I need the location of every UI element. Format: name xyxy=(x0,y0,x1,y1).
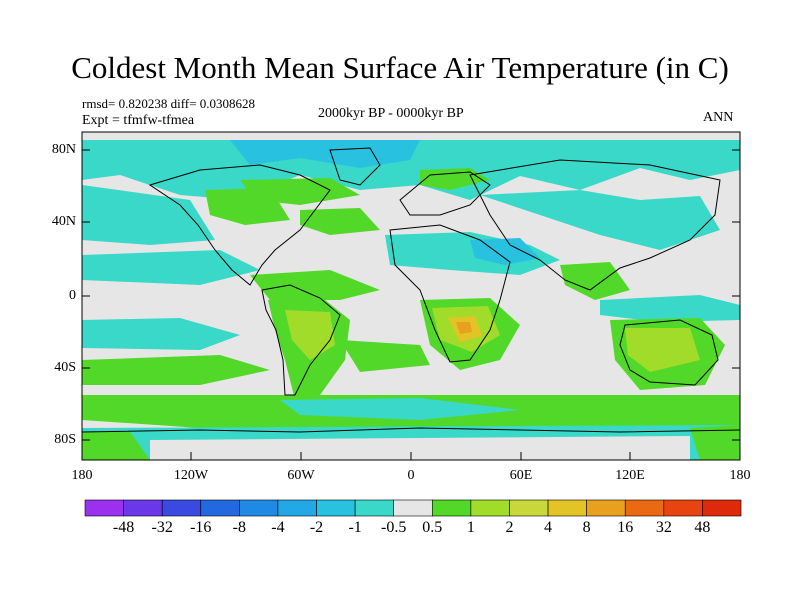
colorbar-swatch xyxy=(393,499,433,517)
colorbar-swatch xyxy=(586,499,626,517)
anomaly-region-australia-warm xyxy=(625,328,700,372)
lon-label-120e: 120E xyxy=(615,468,645,483)
anomaly-region-india-warm xyxy=(560,262,630,300)
lon-label-60e: 60E xyxy=(509,468,533,483)
colorbar-label: -0.5 xyxy=(381,519,407,536)
chart-title: Coldest Month Mean Surface Air Temperatu… xyxy=(71,50,729,85)
anomaly-region-south-atlantic-warm xyxy=(340,340,430,372)
anomaly-region-antarctic-neutral xyxy=(150,436,690,460)
colorbar-swatch xyxy=(702,499,742,517)
anomaly-region-asia-cool xyxy=(480,190,720,250)
colorbar-swatch xyxy=(509,499,549,517)
lon-label-120w: 120W xyxy=(173,468,209,483)
colorbar-label: 16 xyxy=(617,519,634,536)
season-text: ANN xyxy=(703,110,734,125)
coastline-greenland xyxy=(329,147,381,186)
colorbar-swatch xyxy=(624,499,665,517)
colorbar-label: -32 xyxy=(151,519,173,536)
lon-label-60w: 60W xyxy=(287,468,315,483)
anomaly-region-arabia xyxy=(470,238,540,265)
colorbar-swatch xyxy=(239,499,279,517)
colorbar-swatch xyxy=(316,499,356,517)
period-text: 2000kyr BP - 0000kyr BP xyxy=(318,106,464,121)
anomaly-region-southern-africa-hottest xyxy=(456,322,472,334)
axis-ticks xyxy=(82,149,740,460)
anomaly-region-tropical-warm xyxy=(250,270,380,300)
anomaly-region-maritime-cool xyxy=(600,295,740,322)
lat-label-40s: 40S xyxy=(54,360,76,375)
anomaly-field xyxy=(82,132,740,460)
lon-label-180e: 180 xyxy=(729,468,751,483)
anomaly-region-antarctic-warm xyxy=(82,432,150,460)
anomaly-region-south-america-core xyxy=(285,310,335,360)
colorbar-swatch xyxy=(470,499,510,517)
colorbar-swatch xyxy=(431,499,472,517)
anomaly-region-north-pacific xyxy=(82,185,215,245)
coastline-north-america xyxy=(148,164,331,286)
experiment-text: Expt = tfmfw-tfmea xyxy=(82,113,195,128)
coastlines xyxy=(82,147,740,433)
lat-label-40n: 40N xyxy=(51,214,76,229)
colorbar xyxy=(84,499,742,517)
colorbar-label: -1 xyxy=(348,519,362,536)
stats-text: rmsd= 0.820238 diff= 0.0308628 xyxy=(82,96,255,111)
anomaly-region-east-pacific xyxy=(82,250,260,285)
anomaly-region-south-pacific-warm xyxy=(82,355,270,385)
coastline-asia xyxy=(469,159,721,291)
coastline-africa xyxy=(389,224,511,363)
anomaly-region-north-atlantic-warm xyxy=(300,208,380,235)
colorbar-label: -8 xyxy=(232,519,246,536)
lon-label-0: 0 xyxy=(407,468,415,483)
colorbar-swatch xyxy=(547,499,587,517)
colorbar-label: 1 xyxy=(466,519,475,536)
anomaly-region-south-pacific-cool xyxy=(82,318,240,350)
colorbar-label: 32 xyxy=(655,519,672,536)
lon-label-180w: 180 xyxy=(71,468,93,483)
colorbar-swatch xyxy=(277,499,317,517)
colorbar-swatch xyxy=(663,499,703,517)
colorbar-label: 0.5 xyxy=(422,519,443,536)
colorbar-swatch xyxy=(123,499,163,517)
colorbar-swatch xyxy=(200,499,240,517)
colorbar-label: 2 xyxy=(505,519,514,536)
colorbar-label: 4 xyxy=(544,519,553,536)
coastline-antarctica xyxy=(82,427,740,433)
colorbar-label: -48 xyxy=(112,519,135,536)
colorbar-swatch xyxy=(354,499,395,517)
anomaly-region-arctic-strong xyxy=(230,140,420,168)
colorbar-label: 8 xyxy=(582,519,591,536)
colorbar-label: -2 xyxy=(309,519,324,536)
coastline-south-america xyxy=(261,284,341,396)
lat-label-0: 0 xyxy=(69,288,76,303)
anomaly-region-southern-ocean-cool xyxy=(280,398,520,420)
lat-label-80s: 80S xyxy=(54,432,76,447)
lat-label-80n: 80N xyxy=(51,142,76,157)
anomaly-region-antarctic-warm-east xyxy=(690,425,740,460)
anomaly-region-canada-warm xyxy=(205,188,290,225)
colorbar-label: 48 xyxy=(694,519,711,536)
colorbar-swatch xyxy=(84,499,124,517)
colorbar-swatch xyxy=(161,499,202,517)
colorbar-label: -4 xyxy=(271,519,285,536)
coastline-australia xyxy=(619,319,719,386)
colorbar-label: -16 xyxy=(190,519,212,536)
